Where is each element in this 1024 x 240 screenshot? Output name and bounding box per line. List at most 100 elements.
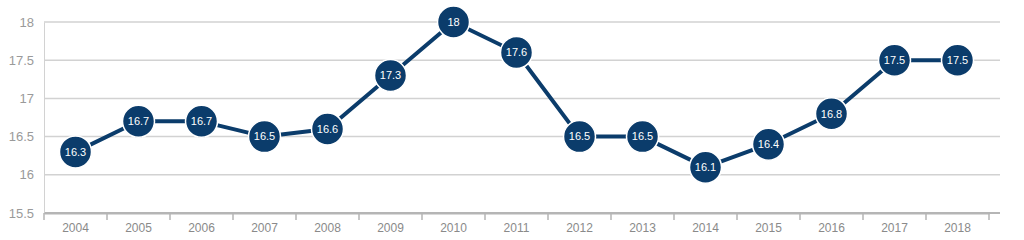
x-tick-label: 2004	[62, 221, 89, 235]
data-label: 16.7	[128, 115, 149, 127]
x-tick-label: 2015	[755, 221, 782, 235]
x-tick: 2005	[125, 213, 152, 235]
data-label: 16.3	[65, 146, 86, 158]
x-tick-label: 2016	[818, 221, 845, 235]
data-label: 16.5	[254, 130, 275, 142]
data-label: 18	[447, 16, 459, 28]
x-tick: 2016	[818, 213, 845, 235]
y-tick: 15.5	[9, 206, 44, 221]
x-tick-label: 2009	[377, 221, 404, 235]
x-separator	[169, 213, 171, 220]
x-separator	[358, 213, 360, 220]
x-separator	[43, 213, 45, 220]
x-tick: 2017	[881, 213, 908, 235]
x-tick: 2011	[504, 213, 530, 235]
grid-line	[44, 212, 1000, 214]
y-tick-label: 15.5	[9, 206, 34, 221]
x-separator	[610, 213, 612, 220]
marker	[564, 121, 596, 153]
x-separator	[295, 213, 297, 220]
x-tick-label: 2017	[881, 221, 908, 235]
x-separator	[925, 213, 927, 220]
x-tick: 2007	[251, 213, 278, 235]
y-tick: 16	[20, 167, 44, 182]
marker	[879, 44, 911, 76]
x-separator	[862, 213, 864, 220]
x-separator	[106, 213, 108, 220]
x-separator	[547, 213, 549, 220]
data-label: 16.6	[317, 123, 338, 135]
y-tick: 16.5	[9, 129, 44, 144]
marker	[312, 113, 344, 145]
chart: 15.51616.51717.5182004200520062007200820…	[0, 0, 1024, 240]
x-tick-label: 2018	[944, 221, 971, 235]
x-tick: 2008	[314, 213, 341, 235]
data-label: 16.5	[632, 130, 653, 142]
data-label: 17.6	[506, 46, 527, 58]
y-axis-line	[44, 23, 45, 214]
x-separator	[673, 213, 675, 220]
x-tick-label: 2007	[251, 221, 278, 235]
grid	[44, 22, 1000, 213]
marker	[249, 121, 281, 153]
grid-line	[44, 98, 1000, 100]
data-label: 17.5	[884, 54, 905, 66]
data-label: 16.8	[821, 108, 842, 120]
data-label: 16.4	[758, 138, 779, 150]
data-label: 16.1	[695, 161, 716, 173]
marker	[375, 59, 407, 91]
y-tick-label: 18	[20, 15, 34, 30]
y-axis: 15.5 16 16.5 17 17.5 18	[9, 15, 45, 221]
x-tick: 2018	[944, 213, 971, 235]
y-tick-label: 16	[20, 167, 34, 182]
grid-line	[44, 174, 1000, 176]
marker	[186, 105, 218, 137]
x-separator	[799, 213, 801, 220]
x-separator	[232, 213, 234, 220]
x-tick: 2004	[62, 213, 89, 235]
marker	[501, 37, 533, 69]
x-separator	[484, 213, 486, 220]
x-tick: 2006	[188, 213, 215, 235]
data-label: 17.5	[947, 54, 968, 66]
y-tick: 18	[20, 15, 44, 30]
y-tick-label: 17.5	[9, 53, 34, 68]
x-tick-label: 2008	[314, 221, 341, 235]
marker	[942, 44, 974, 76]
data-label: 16.7	[191, 115, 212, 127]
grid-line	[44, 21, 1000, 23]
x-tick: 2012	[566, 213, 593, 235]
y-tick-label: 17	[20, 91, 34, 106]
grid-line	[44, 136, 1000, 138]
x-separator	[988, 213, 990, 220]
x-tick-label: 2010	[440, 221, 467, 235]
y-tick: 17	[20, 91, 44, 106]
marker	[60, 136, 92, 168]
x-tick-label: 2012	[566, 221, 593, 235]
x-separators	[44, 213, 989, 220]
marker	[627, 121, 659, 153]
x-tick: 2010	[440, 213, 467, 235]
data-label: 17.3	[380, 69, 401, 81]
x-axis: 2004 2005 2006 2007 2008 2009 2010 2011 2012 2013…	[45, 213, 990, 235]
x-tick: 2015	[755, 213, 782, 235]
x-tick-label: 2014	[692, 221, 719, 235]
x-tick-label: 2013	[629, 221, 656, 235]
line	[76, 22, 958, 167]
plot-area	[60, 6, 974, 183]
y-tick-label: 16.5	[9, 129, 34, 144]
marker	[123, 105, 155, 137]
x-separator	[736, 213, 738, 220]
y-tick: 17.5	[9, 53, 44, 68]
x-tick: 2014	[692, 213, 719, 235]
data-labels: 16.3 16.7 16.7 16.5 16.6 17.3 18 17.6 16.5 16.5 16…	[65, 16, 968, 173]
x-tick: 2009	[377, 213, 404, 235]
marker	[690, 151, 722, 183]
marker	[753, 128, 785, 160]
x-tick: 2013	[629, 213, 656, 235]
x-tick-label: 2006	[188, 221, 215, 235]
data-label: 16.5	[569, 130, 590, 142]
x-tick-label: 2011	[504, 221, 530, 235]
marker	[816, 98, 848, 130]
x-axis-line	[45, 213, 990, 215]
